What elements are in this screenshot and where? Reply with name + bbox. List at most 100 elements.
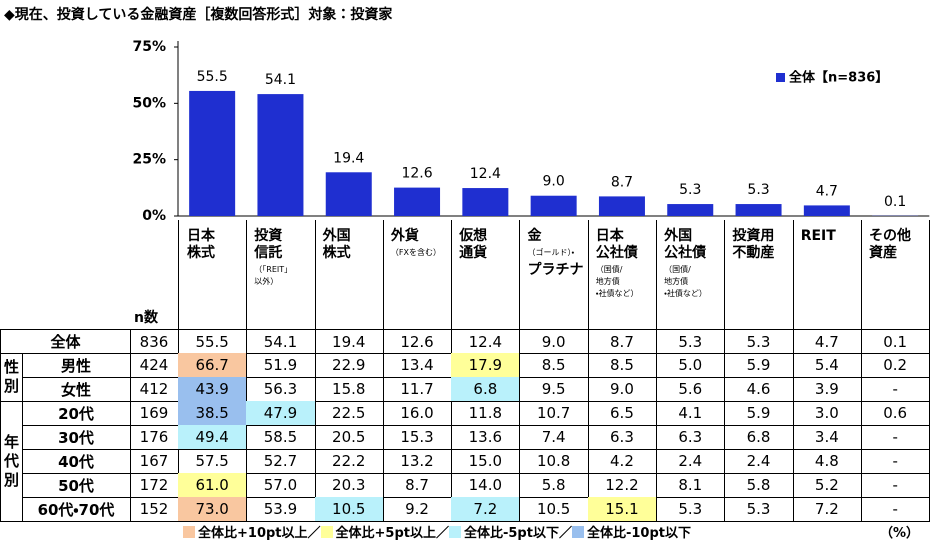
category-label: 外国 株式 <box>322 228 351 261</box>
data-cell: 15.8 <box>314 377 384 402</box>
data-cell: 6.3 <box>656 425 726 450</box>
data-cell: - <box>861 449 931 474</box>
y-tick-label: 50% <box>132 95 166 111</box>
bar <box>803 205 850 216</box>
data-cell: 22.9 <box>314 353 384 378</box>
legend-item: 全体比-10pt以下 <box>571 522 691 541</box>
row-label: 50代 <box>22 473 131 498</box>
bar <box>462 188 509 216</box>
row-label: 60代・70代 <box>22 497 131 522</box>
data-cell: 4.8 <box>792 449 862 474</box>
value-label: 0.1 <box>884 194 906 210</box>
data-cell: 7.4 <box>519 425 589 450</box>
data-cell: 5.3 <box>656 329 726 354</box>
n-cell: 169 <box>130 401 179 426</box>
data-cell: 15.1 <box>587 497 658 522</box>
row-label: 20代 <box>22 401 131 426</box>
data-cell: 12.2 <box>587 473 658 498</box>
data-cell: 52.7 <box>246 449 316 474</box>
data-cell: 5.3 <box>656 497 726 522</box>
category-label: その他 資産 <box>869 228 911 261</box>
data-cell: 19.4 <box>314 329 384 354</box>
unit-label: （%） <box>880 526 920 541</box>
data-cell: 8.7 <box>382 473 453 498</box>
data-cell: 5.3 <box>724 497 794 522</box>
category-tail: プラチナ <box>527 262 584 278</box>
row-label: 40代 <box>22 449 131 474</box>
value-label: 5.3 <box>747 182 769 198</box>
category-header: 日本 株式 <box>178 220 248 330</box>
data-cell: 13.6 <box>451 425 521 450</box>
data-cell: 6.8 <box>724 425 794 450</box>
data-cell: - <box>861 473 931 498</box>
highlight-legend: 全体比+10pt以上／ 全体比+5pt以上／ 全体比-5pt以下／ 全体比-10pt以… <box>183 522 691 541</box>
data-cell: 9.0 <box>519 329 589 354</box>
chart: 0% 25% 50% 75% 55.5 54.1 19.4 12.6 12.4 9.0 8.7 5.3… <box>132 39 930 222</box>
data-cell: 57.5 <box>178 449 248 474</box>
data-cell: 11.8 <box>451 401 521 426</box>
data-cell: 6.3 <box>587 425 658 450</box>
category-note: （国債/ 地方債 ・社債など） <box>595 265 639 298</box>
data-cell: 20.3 <box>314 473 384 498</box>
bar <box>530 195 577 216</box>
data-cell: 10.7 <box>519 401 589 426</box>
data-cell: 5.9 <box>724 401 794 426</box>
n-cell: 152 <box>130 497 179 522</box>
data-cell: 15.3 <box>382 425 453 450</box>
category-header: 投資 信託 （「REIT」 以外） <box>246 220 316 330</box>
y-tick-label: 0% <box>142 208 166 222</box>
data-cell: - <box>861 497 931 522</box>
category-label: 投資用 不動産 <box>732 228 775 261</box>
data-cell: 10.8 <box>519 449 589 474</box>
category-label: 投資 信託 <box>254 228 283 261</box>
group-label: 性 別 <box>0 353 23 402</box>
legend-item: 全体比+10pt以上／ <box>183 522 321 541</box>
legend-label: 全体【n=836】 <box>789 70 888 86</box>
value-label: 55.5 <box>197 69 228 85</box>
data-cell: 14.0 <box>451 473 521 498</box>
data-cell: 4.7 <box>792 329 862 354</box>
value-label: 8.7 <box>611 174 633 190</box>
n-cell: 176 <box>130 425 179 450</box>
category-label: 外国 公社債 <box>664 228 707 261</box>
data-cell: 54.1 <box>246 329 316 354</box>
data-cell: 11.7 <box>382 377 453 402</box>
data-cell: 3.9 <box>792 377 862 402</box>
value-label: 4.7 <box>816 183 838 199</box>
category-note: （「REIT」 以外） <box>254 265 293 286</box>
data-cell: 3.4 <box>792 425 862 450</box>
legend-item: 全体比+5pt以上／ <box>320 522 449 541</box>
category-note: （ゴールド）・ <box>527 248 575 257</box>
category-header: 投資用 不動産 <box>724 220 794 330</box>
data-cell: 7.2 <box>451 497 521 522</box>
data-cell: 5.8 <box>724 473 794 498</box>
category-header: 外国 公社債 （国債/ 地方債 ・社債など） <box>656 220 726 330</box>
legend-label: 全体比+10pt以上／ <box>198 526 321 541</box>
category-header: 金 （ゴールド）・プラチナ <box>519 220 589 330</box>
data-cell: 10.5 <box>314 497 384 522</box>
category-note: （国債/ 地方債 ・社債など） <box>664 265 707 298</box>
bar <box>325 172 372 216</box>
legend-label: 全体比+5pt以上／ <box>335 526 449 541</box>
category-header: REIT <box>792 220 862 330</box>
data-cell: 5.6 <box>656 377 726 402</box>
category-label: 金 <box>527 228 542 244</box>
data-cell: 6.5 <box>587 401 658 426</box>
data-cell: 22.5 <box>314 401 384 426</box>
bar <box>735 204 782 216</box>
data-cell: 3.0 <box>792 401 862 426</box>
data-cell: 2.4 <box>724 449 794 474</box>
bar <box>394 187 441 216</box>
value-label: 5.3 <box>679 182 701 198</box>
data-cell: 13.2 <box>382 449 453 474</box>
value-label: 19.4 <box>333 150 364 166</box>
value-label: 12.6 <box>401 166 432 182</box>
data-cell: 66.7 <box>178 353 248 378</box>
data-cell: - <box>861 377 931 402</box>
data-cell: 13.4 <box>382 353 453 378</box>
value-label: 12.4 <box>470 166 501 182</box>
data-cell: 5.4 <box>792 353 862 378</box>
category-label: 日本 株式 <box>187 228 215 261</box>
n-header: n数 <box>134 310 158 326</box>
data-cell: 5.0 <box>656 353 726 378</box>
